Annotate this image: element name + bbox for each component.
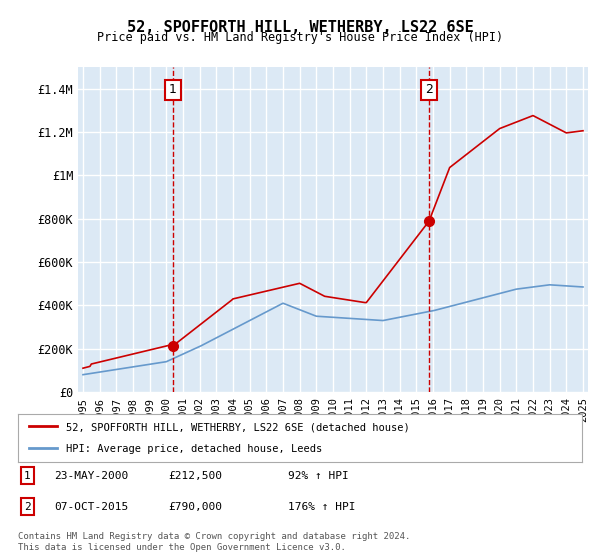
Text: Price paid vs. HM Land Registry's House Price Index (HPI): Price paid vs. HM Land Registry's House …: [97, 31, 503, 44]
Text: 2: 2: [24, 502, 31, 512]
Text: 176% ↑ HPI: 176% ↑ HPI: [288, 502, 355, 512]
Text: 92% ↑ HPI: 92% ↑ HPI: [288, 471, 349, 481]
Text: 07-OCT-2015: 07-OCT-2015: [54, 502, 128, 512]
Text: £212,500: £212,500: [168, 471, 222, 481]
Text: 23-MAY-2000: 23-MAY-2000: [54, 471, 128, 481]
Text: 1: 1: [169, 83, 177, 96]
Text: 52, SPOFFORTH HILL, WETHERBY, LS22 6SE (detached house): 52, SPOFFORTH HILL, WETHERBY, LS22 6SE (…: [66, 423, 410, 433]
Text: £790,000: £790,000: [168, 502, 222, 512]
Text: Contains HM Land Registry data © Crown copyright and database right 2024.
This d: Contains HM Land Registry data © Crown c…: [18, 532, 410, 552]
Text: 52, SPOFFORTH HILL, WETHERBY, LS22 6SE: 52, SPOFFORTH HILL, WETHERBY, LS22 6SE: [127, 20, 473, 35]
Text: 2: 2: [425, 83, 433, 96]
Text: HPI: Average price, detached house, Leeds: HPI: Average price, detached house, Leed…: [66, 444, 322, 454]
Text: 1: 1: [24, 471, 31, 481]
